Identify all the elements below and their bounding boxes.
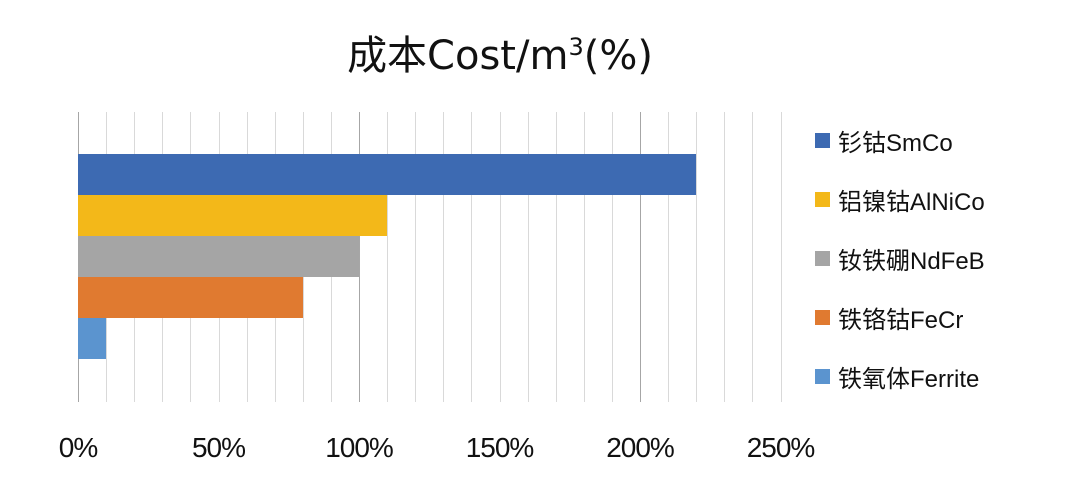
legend-item: 铁氧体Ferrite (815, 356, 979, 396)
plot-area (78, 112, 782, 402)
legend-item: 铁铬钴FeCr (815, 297, 963, 337)
bar (78, 154, 696, 195)
legend-item: 钕铁硼NdFeB (815, 238, 985, 278)
gridline (415, 112, 416, 402)
gridline (668, 112, 669, 402)
gridline (781, 112, 782, 402)
gridline (500, 112, 501, 402)
gridline (387, 112, 388, 402)
x-tick-label: 0% (58, 432, 98, 463)
chart-title-unit: (%) (583, 33, 653, 79)
gridline (443, 112, 444, 402)
legend-label: 铁氧体Ferrite (838, 365, 980, 393)
x-tick-label: 250% (746, 432, 816, 463)
legend-swatch-icon (815, 132, 830, 148)
legend-label: 钐钴SmCo (838, 129, 953, 157)
gridline (359, 112, 360, 402)
legend-swatch-icon (815, 250, 830, 266)
gridline (556, 112, 557, 402)
legend-label: 钕铁硼NdFeB (838, 247, 985, 275)
chart-title-main: 成本Cost/m (347, 33, 569, 79)
gridline (724, 112, 725, 402)
x-tick-label: 150% (465, 432, 535, 463)
bar (78, 318, 106, 359)
x-tick-label: 100% (325, 432, 394, 463)
gridline (640, 112, 641, 402)
legend-swatch-icon (815, 191, 830, 207)
chart-title-superscript: 3 (568, 33, 584, 61)
legend-swatch-icon (815, 309, 830, 325)
bar (78, 236, 359, 277)
gridline (752, 112, 753, 402)
gridline (612, 112, 613, 402)
gridline (528, 112, 529, 402)
gridline (696, 112, 697, 402)
legend-swatch-icon (815, 368, 830, 384)
legend-label: 铁铬钴FeCr (838, 306, 964, 334)
bar (78, 195, 387, 236)
legend-item: 钐钴SmCo (815, 120, 953, 160)
legend-item: 铝镍钴AlNiCo (815, 179, 985, 219)
chart-title: 成本Cost/m3(%) (0, 22, 1000, 81)
legend-label: 铝镍钴AlNiCo (838, 188, 985, 216)
x-tick-label: 200% (606, 432, 675, 463)
bar (78, 277, 303, 318)
gridline (584, 112, 585, 402)
x-tick-label: 50% (191, 432, 246, 463)
gridline (471, 112, 472, 402)
